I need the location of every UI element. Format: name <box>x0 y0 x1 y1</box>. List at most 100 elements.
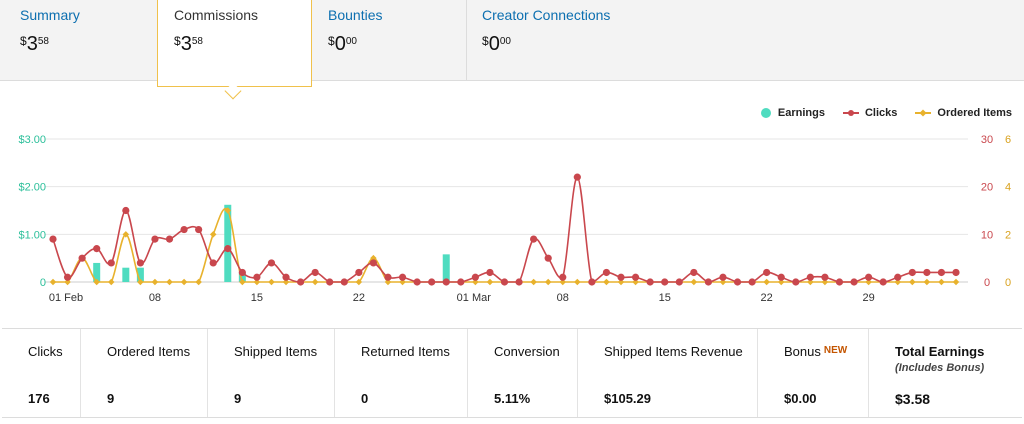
legend-clicks[interactable]: Clicks <box>842 107 897 119</box>
clicks-point[interactable] <box>413 278 421 286</box>
clicks-point[interactable] <box>500 278 509 286</box>
clicks-point[interactable] <box>384 273 392 281</box>
clicks-point[interactable] <box>937 268 946 277</box>
clicks-point[interactable] <box>180 225 188 234</box>
ordered-items-point[interactable] <box>108 278 115 286</box>
tab-creator-connections[interactable]: Creator Connections $000 <box>466 0 666 81</box>
clicks-point[interactable] <box>908 268 916 277</box>
clicks-point[interactable] <box>486 268 494 277</box>
tab-commissions[interactable]: Commissions $358 <box>157 0 312 87</box>
clicks-point[interactable] <box>646 278 654 286</box>
clicks-point[interactable] <box>471 273 479 281</box>
earnings-bar[interactable] <box>93 262 101 282</box>
clicks-point[interactable] <box>253 273 261 281</box>
clicks-point[interactable] <box>238 268 246 277</box>
earnings-bar[interactable] <box>136 267 144 282</box>
clicks-point[interactable] <box>136 259 144 267</box>
clicks-point[interactable] <box>952 268 960 277</box>
ordered-items-point[interactable] <box>49 278 57 286</box>
clicks-point[interactable] <box>835 278 844 286</box>
clicks-point[interactable] <box>165 235 174 243</box>
clicks-point[interactable] <box>777 273 785 281</box>
ordered-items-point[interactable] <box>166 278 173 286</box>
ordered-items-point[interactable] <box>224 207 232 214</box>
ordered-items-point[interactable] <box>603 278 610 286</box>
clicks-point[interactable] <box>719 273 727 281</box>
clicks-point[interactable] <box>282 273 290 281</box>
clicks-point[interactable] <box>442 278 450 286</box>
ordered-items-point[interactable] <box>909 278 916 286</box>
ordered-items-point[interactable] <box>180 278 188 286</box>
clicks-point[interactable] <box>631 273 640 281</box>
clicks-point[interactable] <box>122 206 130 215</box>
ordered-items-point[interactable] <box>311 278 319 286</box>
tab-bounties[interactable]: Bounties $000 <box>312 0 466 81</box>
ordered-items-point[interactable] <box>137 278 144 286</box>
clicks-point[interactable] <box>326 278 334 286</box>
clicks-point[interactable] <box>195 225 203 234</box>
clicks-point[interactable] <box>792 278 800 286</box>
clicks-point[interactable] <box>850 278 858 286</box>
ordered-items-point[interactable] <box>486 278 494 286</box>
legend-earnings[interactable]: Earnings <box>760 107 825 119</box>
clicks-point[interactable] <box>93 245 101 253</box>
clicks-point[interactable] <box>661 278 669 286</box>
clicks-point[interactable] <box>355 268 363 277</box>
ordered-items-point[interactable] <box>574 278 581 286</box>
ordered-items-point[interactable] <box>93 278 100 286</box>
clicks-point[interactable] <box>894 273 902 281</box>
ordered-items-point[interactable] <box>239 278 246 286</box>
clicks-point[interactable] <box>690 268 698 277</box>
earnings-bar[interactable] <box>238 272 246 282</box>
ordered-items-point[interactable] <box>268 278 275 286</box>
ordered-items-point[interactable] <box>763 278 770 286</box>
clicks-point[interactable] <box>398 273 407 281</box>
ordered-items-point[interactable] <box>209 231 217 238</box>
ordered-items-point[interactable] <box>151 278 159 286</box>
clicks-point[interactable] <box>544 254 552 262</box>
earnings-bar[interactable] <box>224 204 232 282</box>
clicks-point[interactable] <box>296 278 305 286</box>
clicks-point[interactable] <box>748 278 756 286</box>
clicks-point[interactable] <box>267 259 276 267</box>
clicks-point[interactable] <box>602 268 611 277</box>
ordered-items-point[interactable] <box>938 278 945 286</box>
clicks-point[interactable] <box>865 273 873 281</box>
clicks-point[interactable] <box>428 278 436 286</box>
legend-ordered-items[interactable]: Ordered Items <box>915 107 1012 119</box>
clicks-point[interactable] <box>704 278 713 286</box>
ordered-items-point[interactable] <box>544 278 552 286</box>
clicks-point[interactable] <box>617 273 625 281</box>
clicks-point[interactable] <box>573 173 581 181</box>
ordered-items-point[interactable] <box>952 278 960 286</box>
clicks-point[interactable] <box>923 268 931 277</box>
tab-summary[interactable]: Summary $358 <box>4 0 158 81</box>
clicks-point[interactable] <box>559 273 567 281</box>
ordered-items-point[interactable] <box>122 231 130 238</box>
clicks-point[interactable] <box>78 254 86 262</box>
clicks-point[interactable] <box>588 278 596 286</box>
clicks-point[interactable] <box>224 245 232 253</box>
clicks-point[interactable] <box>675 278 683 286</box>
clicks-point[interactable] <box>457 278 465 286</box>
earnings-bar[interactable] <box>122 267 130 282</box>
clicks-point[interactable] <box>340 278 348 286</box>
ordered-items-point[interactable] <box>530 278 537 286</box>
clicks-point[interactable] <box>879 278 887 286</box>
clicks-point[interactable] <box>311 268 319 277</box>
clicks-point[interactable] <box>151 235 159 243</box>
clicks-point[interactable] <box>107 259 115 267</box>
clicks-point[interactable] <box>515 278 523 286</box>
clicks-point[interactable] <box>63 273 72 281</box>
clicks-point[interactable] <box>209 259 217 267</box>
clicks-point[interactable] <box>733 278 742 286</box>
ordered-items-point[interactable] <box>355 278 363 286</box>
clicks-point[interactable] <box>49 235 57 243</box>
clicks-point[interactable] <box>530 235 538 243</box>
ordered-items-point[interactable] <box>195 278 202 286</box>
clicks-point[interactable] <box>369 259 378 267</box>
earnings-bar[interactable] <box>442 254 450 282</box>
ordered-items-point[interactable] <box>690 278 698 286</box>
clicks-point[interactable] <box>806 273 814 281</box>
clicks-point[interactable] <box>821 273 829 281</box>
